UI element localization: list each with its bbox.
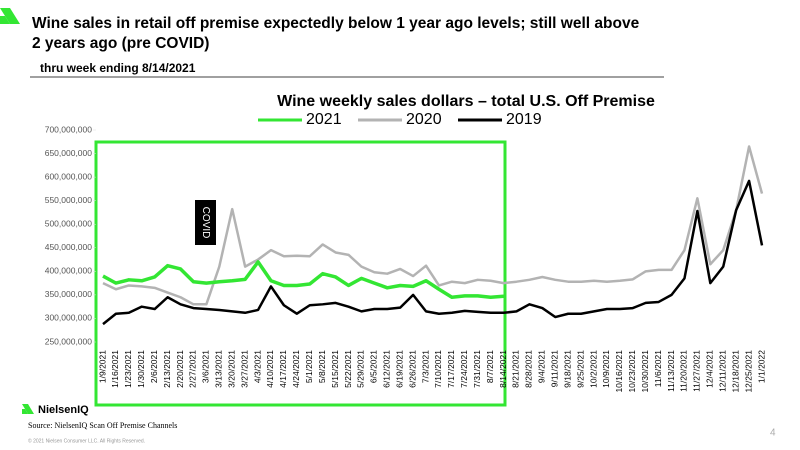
x-tick-label: 1/9/2021 [97, 350, 107, 383]
x-tick-label: 3/13/2021 [214, 350, 224, 388]
annotation-box [195, 200, 216, 245]
y-tick-label: 600,000,000 [45, 171, 93, 181]
y-tick-label: 300,000,000 [45, 313, 93, 323]
x-tick-label: 9/18/2021 [562, 350, 572, 388]
y-tick-label: 400,000,000 [45, 266, 93, 276]
x-tick-label: 7/17/2021 [446, 350, 456, 388]
x-tick-label: 6/26/2021 [407, 350, 417, 388]
x-tick-label: 5/22/2021 [343, 350, 353, 388]
y-tick-label: 650,000,000 [45, 148, 93, 158]
logo-icon [22, 404, 34, 414]
legend-label: 2021 [306, 111, 342, 128]
x-tick-label: 6/5/2021 [369, 350, 379, 383]
logo-mark [0, 16, 10, 24]
x-tick-label: 2/13/2021 [162, 350, 172, 388]
series-line [102, 179, 764, 326]
y-tick-label: 450,000,000 [45, 242, 93, 252]
x-tick-label: 10/23/2021 [627, 350, 637, 393]
annotation: COVID [200, 207, 211, 239]
x-tick-label: 10/2/2021 [588, 350, 598, 388]
x-tick-label: 10/9/2021 [601, 350, 611, 388]
highlight-box [94, 140, 507, 407]
y-tick-label: 550,000,000 [45, 195, 93, 205]
x-tick-label: 8/7/2021 [485, 350, 495, 383]
x-tick-label: 9/4/2021 [537, 350, 547, 383]
x-tick-label: 10/30/2021 [640, 350, 650, 393]
x-tick-label: 8/28/2021 [524, 350, 534, 388]
x-tick-label: 5/8/2021 [317, 350, 327, 383]
x-tick-label: 11/13/2021 [666, 350, 676, 392]
series-line [102, 260, 504, 299]
x-tick-label: 1/1/2022 [756, 350, 766, 383]
logo-mark [0, 8, 20, 24]
x-tick-label: 11/6/2021 [653, 350, 663, 387]
x-tick-label: 4/17/2021 [278, 350, 288, 388]
x-tick-label: 2/20/2021 [175, 350, 185, 388]
x-tick-label: 8/21/2021 [511, 350, 521, 388]
legend-label: 2019 [506, 111, 542, 128]
x-tick-label: 12/4/2021 [705, 350, 715, 388]
x-tick-label: 7/3/2021 [420, 350, 430, 383]
x-tick-label: 4/10/2021 [265, 350, 275, 388]
y-tick-label: 500,000,000 [45, 218, 93, 228]
x-tick-label: 7/10/2021 [433, 350, 443, 388]
chart-title: Wine weekly sales dollars – total U.S. O… [277, 93, 655, 110]
x-tick-label: 5/29/2021 [356, 350, 366, 388]
x-tick-label: 9/25/2021 [575, 350, 585, 388]
x-tick-label: 2/27/2021 [188, 350, 198, 388]
x-tick-label: 4/24/2021 [291, 350, 301, 388]
x-tick-label: 2/6/2021 [149, 350, 159, 383]
x-tick-label: 3/6/2021 [201, 350, 211, 383]
x-tick-label: 4/3/2021 [252, 350, 262, 383]
x-tick-label: 3/27/2021 [239, 350, 249, 388]
x-tick-label: 12/11/2021 [717, 350, 727, 392]
logo-icon [22, 409, 28, 414]
copyright: © 2021 Nielsen Consumer LLC. All Rights … [28, 437, 145, 444]
x-tick-label: 8/14/2021 [498, 350, 508, 388]
footer-logo [22, 404, 34, 414]
footer-logo-text: NielsenIQ [38, 404, 89, 416]
x-tick-label: 5/1/2021 [304, 350, 314, 383]
x-tick-label: 1/30/2021 [136, 350, 146, 388]
y-tick-label: 250,000,000 [45, 336, 93, 346]
page-number: 4 [770, 428, 776, 439]
source: Source: NielsenIQ Scan Off Premise Chann… [28, 421, 177, 430]
x-tick-label: 10/16/2021 [614, 350, 624, 393]
legend-label: 2020 [406, 111, 442, 128]
x-tick-label: 9/11/2021 [550, 350, 560, 387]
x-tick-label: 12/25/2021 [743, 350, 753, 393]
x-tick-label: 12/18/2021 [730, 350, 740, 393]
series-line [102, 145, 764, 306]
x-tick-label: 1/16/2021 [110, 350, 120, 388]
x-tick-label: 11/27/2021 [692, 350, 702, 392]
x-tick-label: 11/20/2021 [679, 350, 689, 392]
x-tick-label: 6/19/2021 [394, 350, 404, 388]
subtitle: thru week ending 8/14/2021 [40, 61, 196, 75]
x-tick-label: 6/12/2021 [382, 350, 392, 388]
y-tick-label: 350,000,000 [45, 289, 93, 299]
x-tick-label: 1/23/2021 [123, 350, 133, 388]
x-tick-label: 5/15/2021 [330, 350, 340, 388]
slide-title: Wine sales in retail off premise expecte… [32, 15, 640, 52]
x-tick-label: 7/31/2021 [472, 350, 482, 388]
y-tick-label: 700,000,000 [45, 124, 93, 134]
x-tick-label: 7/24/2021 [459, 350, 469, 388]
x-tick-label: 3/20/2021 [226, 350, 236, 388]
